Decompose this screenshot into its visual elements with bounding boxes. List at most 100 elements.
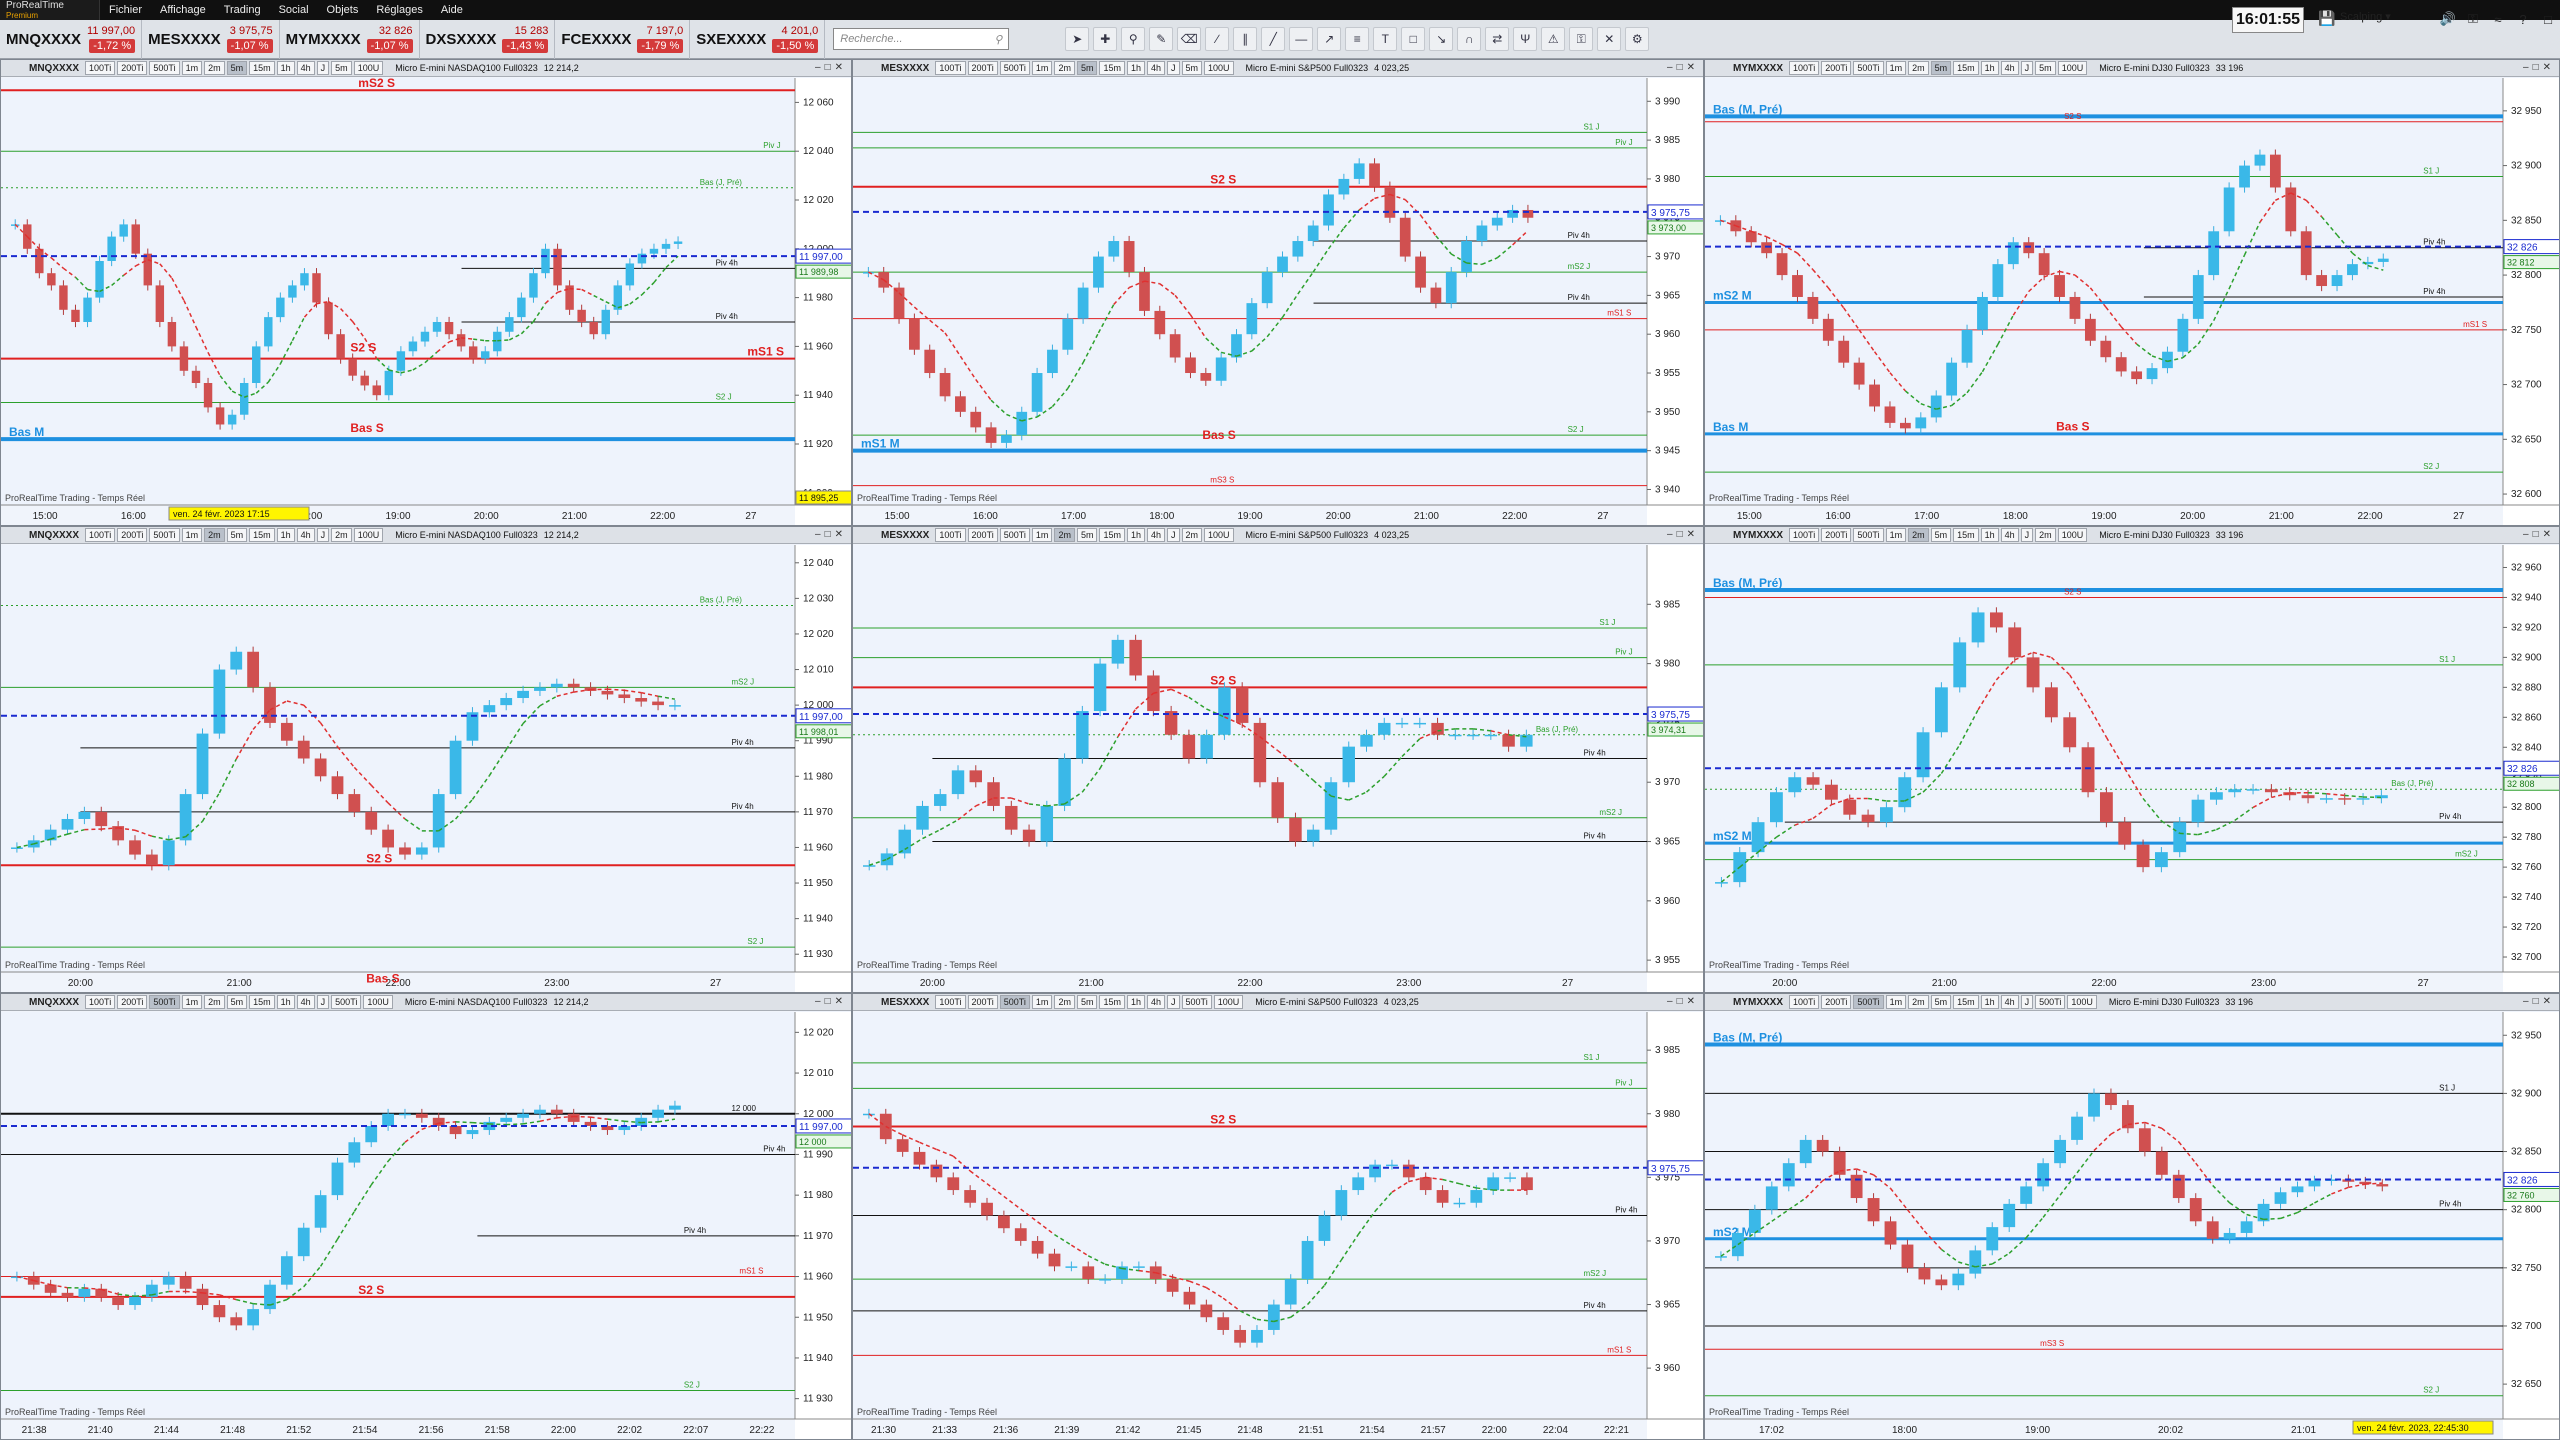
ticker-2[interactable]: MYMXXXX 32 826 -1,07 % <box>280 19 420 59</box>
timeframe-button[interactable]: 2m <box>2035 528 2056 542</box>
timeframe-button[interactable]: 2m <box>1908 995 1929 1009</box>
menu-item-0[interactable]: Fichier <box>109 4 143 16</box>
timeframe-button[interactable]: 5m <box>226 61 248 75</box>
timeframe-button[interactable]: 2m <box>204 995 225 1009</box>
chart-canvas[interactable]: 11 930 11 940 11 950 11 960 11 970 11 980 11 9… <box>1 1012 852 1440</box>
menu-item-6[interactable]: Aide <box>440 4 463 16</box>
timeframe-button[interactable]: 5m <box>1076 528 1098 542</box>
timeframe-button[interactable]: 500Ti <box>999 995 1030 1009</box>
timeframe-button[interactable]: 4h <box>296 61 315 75</box>
window-controls[interactable]: –□✕ <box>815 62 847 73</box>
pencil-tool-icon[interactable]: ✎ <box>1149 27 1174 51</box>
window-controls[interactable]: –□✕ <box>1667 996 1699 1007</box>
timeframe-button[interactable]: 5m <box>226 995 248 1009</box>
timeframe-button[interactable]: 100U <box>353 528 384 542</box>
menu-item-1[interactable]: Affichage <box>160 4 206 16</box>
zoom-tool-icon[interactable]: ⚲ <box>1121 27 1146 51</box>
timeframe-button[interactable]: J <box>1167 61 1180 75</box>
timeframe-button[interactable]: 200Ti <box>1821 528 1852 542</box>
key-icon[interactable]: ⚿ <box>2468 11 2478 26</box>
timeframe-button[interactable]: J <box>2020 528 2034 542</box>
delete-tool-icon[interactable]: ✕ <box>1597 27 1622 51</box>
timeframe-button[interactable]: 15m <box>249 61 275 75</box>
window-controls[interactable]: –□✕ <box>2523 62 2555 73</box>
timeframe-button[interactable]: J <box>316 61 330 75</box>
instrument-selector[interactable]: MNQXXXX <box>29 996 80 1008</box>
timeframe-button[interactable]: J <box>2020 61 2034 75</box>
timeframe-button[interactable]: 200Ti <box>1821 995 1852 1009</box>
timeframe-button[interactable]: 4h <box>1147 995 1166 1009</box>
magnet-tool-icon[interactable]: ∩ <box>1457 27 1482 51</box>
workspace-selector[interactable]: Scalping ▾ <box>2340 11 2391 23</box>
timeframe-button[interactable]: 100Ti <box>935 528 966 542</box>
chart-panel-8[interactable]: MYMXXXX 100Ti 200Ti 500Ti 1m 2m 5m 15m 1h 4h J 500T… <box>1704 993 2560 1440</box>
timeframe-button[interactable]: 1h <box>1980 995 1999 1009</box>
timeframe-button[interactable]: 1m <box>1031 61 1053 75</box>
timeframe-button[interactable]: 500Ti <box>999 528 1030 542</box>
timeframe-button[interactable]: 5m <box>1076 995 1098 1009</box>
timeframe-button[interactable]: 500Ti <box>149 995 180 1009</box>
timeframe-button[interactable]: 5m <box>226 528 248 542</box>
timeframe-button[interactable]: 2m <box>204 528 225 542</box>
instrument-selector[interactable]: MESXXXX <box>881 996 930 1008</box>
timeframe-button[interactable]: 100Ti <box>1789 528 1820 542</box>
timeframe-button[interactable]: 5m <box>331 61 352 75</box>
timeframe-button[interactable]: 100U <box>353 61 384 75</box>
timeframe-button[interactable]: 5m <box>1930 61 1952 75</box>
chart-panel-3[interactable]: MNQXXXX 100Ti 200Ti 500Ti 1m 2m 5m 15m 1h 4h J 2m 10… <box>0 526 852 993</box>
timeframe-button[interactable]: 200Ti <box>117 528 148 542</box>
timeframe-button[interactable]: 200Ti <box>117 61 148 75</box>
ticker-3[interactable]: DXSXXXX 15 283 -1,43 % <box>420 19 556 59</box>
instrument-selector[interactable]: MYMXXXX <box>1733 62 1784 74</box>
timeframe-button[interactable]: 2m <box>1054 995 1075 1009</box>
sound-icon[interactable]: 🔊 <box>2439 11 2457 26</box>
timeframe-button[interactable]: 15m <box>249 995 275 1009</box>
timeframe-button[interactable]: J <box>316 995 330 1009</box>
timeframe-button[interactable]: 4h <box>1147 61 1166 75</box>
timeframe-button[interactable]: 200Ti <box>117 995 148 1009</box>
search-box[interactable]: Recherche... ⚲ <box>833 28 1010 50</box>
fibonacci-tool-icon[interactable]: ≡ <box>1345 27 1370 51</box>
timeframe-button[interactable]: 500Ti <box>999 61 1030 75</box>
chart-panel-1[interactable]: MESXXXX 100Ti 200Ti 500Ti 1m 2m 5m 15m 1h 4h J 5m 10… <box>852 59 1704 526</box>
instrument-selector[interactable]: MESXXXX <box>881 529 930 541</box>
timeframe-button[interactable]: J <box>2020 995 2034 1009</box>
timeframe-button[interactable]: 100Ti <box>1789 995 1820 1009</box>
timeframe-button[interactable]: 1m <box>1031 528 1053 542</box>
window-controls[interactable]: –□✕ <box>1667 529 1699 540</box>
window-controls[interactable]: –□✕ <box>2523 996 2555 1007</box>
timeframe-button[interactable]: 2m <box>1908 528 1929 542</box>
timeframe-button[interactable]: 15m <box>249 528 275 542</box>
timeframe-button[interactable]: 15m <box>1099 995 1125 1009</box>
rectangle-tool-icon[interactable]: □ <box>1401 27 1426 51</box>
window-controls[interactable]: –□✕ <box>815 996 847 1007</box>
timeframe-button[interactable]: 500Ti <box>1853 61 1884 75</box>
line-tool-icon[interactable]: ╱ <box>1261 27 1286 51</box>
ticker-1[interactable]: MESXXXX 3 975,75 -1,07 % <box>142 19 280 59</box>
timeframe-button[interactable]: 2m <box>1054 528 1075 542</box>
timeframe-button[interactable]: 1m <box>181 995 203 1009</box>
timeframe-button[interactable]: 100Ti <box>935 995 966 1009</box>
timeframe-button[interactable]: 100U <box>2057 528 2088 542</box>
chart-panel-6[interactable]: MNQXXXX 100Ti 200Ti 500Ti 1m 2m 5m 15m 1h 4h J 500T… <box>0 993 852 1440</box>
chart-canvas[interactable]: 11 930 11 940 11 950 11 960 11 970 11 980 11 9… <box>1 545 852 993</box>
instrument-selector[interactable]: MYMXXXX <box>1733 996 1784 1008</box>
timeframe-button[interactable]: 1h <box>1126 528 1145 542</box>
timeframe-button[interactable]: 4h <box>2000 528 2019 542</box>
timeframe-button[interactable]: 100Ti <box>85 995 116 1009</box>
chart-panel-2[interactable]: MYMXXXX 100Ti 200Ti 500Ti 1m 2m 5m 15m 1h 4h J 5m 10… <box>1704 59 2560 526</box>
timeframe-button[interactable]: 100U <box>1213 995 1244 1009</box>
window-controls[interactable]: –□✕ <box>815 529 847 540</box>
timeframe-button[interactable]: 200Ti <box>967 995 998 1009</box>
timeframe-button[interactable]: 5m <box>1076 61 1098 75</box>
timeframe-button[interactable]: 4h <box>2000 61 2019 75</box>
menu-item-5[interactable]: Réglages <box>376 4 423 16</box>
timeframe-button[interactable]: 2m <box>1054 61 1075 75</box>
timeframe-button[interactable]: 1m <box>1885 995 1907 1009</box>
timeframe-button[interactable]: 1h <box>276 528 295 542</box>
chart-panel-0[interactable]: MNQXXXX 100Ti 200Ti 500Ti 1m 2m 5m 15m 1h 4h J 5m 10… <box>0 59 852 526</box>
measure-tool-icon[interactable]: ⇄ <box>1485 27 1510 51</box>
trend-line-tool-icon[interactable]: ∕ <box>1205 27 1230 51</box>
chart-panel-7[interactable]: MESXXXX 100Ti 200Ti 500Ti 1m 2m 5m 15m 1h 4h J 500T… <box>852 993 1704 1440</box>
